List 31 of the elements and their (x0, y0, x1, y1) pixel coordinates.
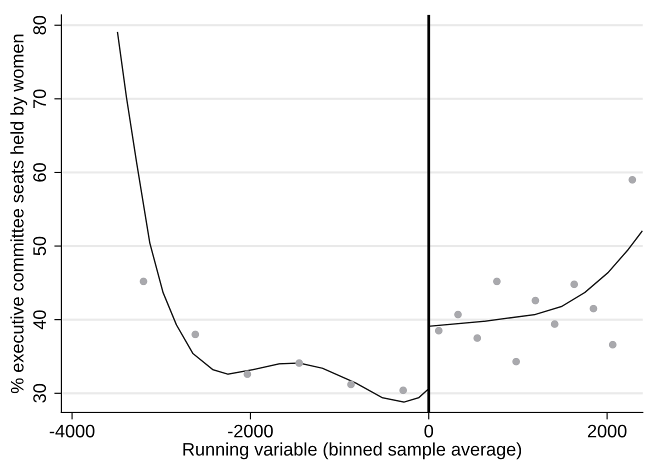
x-tick-label: 2000 (588, 424, 626, 438)
x-axis-title: Running variable (binned sample average) (183, 442, 522, 460)
point (434, 326, 443, 335)
point (295, 359, 303, 367)
point (192, 330, 200, 338)
point (454, 310, 462, 318)
point (590, 304, 598, 312)
point (399, 386, 407, 394)
point (608, 340, 617, 348)
point (493, 278, 501, 286)
point (140, 278, 148, 286)
point (628, 176, 636, 184)
point (550, 320, 558, 328)
y-tick-label: 80 (33, 16, 46, 34)
point (473, 334, 482, 342)
x-tick-label: -2000 (228, 424, 273, 438)
point (347, 380, 355, 388)
x-tick-label: 0 (424, 424, 434, 438)
y-tick-label: 40 (33, 310, 46, 330)
point (512, 358, 520, 366)
point (532, 296, 540, 304)
line-series (428, 230, 643, 327)
point (244, 370, 252, 378)
y-tick-label: 50 (33, 236, 46, 256)
x-tick-label: -4000 (50, 424, 94, 438)
point (570, 280, 578, 288)
y-axis-title: % executive committee seats held by women (10, 34, 28, 394)
line-series (116, 32, 428, 403)
y-tick-label: 70 (33, 89, 46, 108)
y-tick-label: 60 (33, 163, 46, 182)
y-tick-label: 30 (33, 384, 46, 403)
